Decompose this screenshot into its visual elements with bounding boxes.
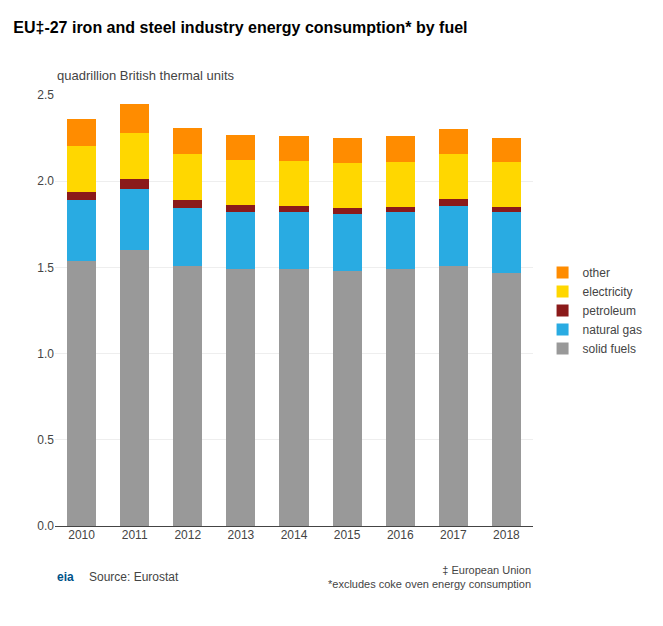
svg-text:1.0: 1.0 [37,347,54,361]
svg-text:0.0: 0.0 [37,519,54,533]
svg-text:other: other [583,266,610,280]
svg-text:2013: 2013 [228,528,255,542]
svg-text:electricity: electricity [583,285,633,299]
svg-text:‡ European Union*excludes coke: ‡ European Union*excludes coke oven ener… [328,564,531,590]
svg-text:quadrillion British thermal un: quadrillion British thermal units [57,68,235,83]
svg-text:2015: 2015 [334,528,361,542]
svg-text:2.5: 2.5 [37,88,54,102]
svg-text:1.5: 1.5 [37,261,54,275]
svg-text:2014: 2014 [281,528,308,542]
svg-text:2010: 2010 [68,528,95,542]
svg-text:2012: 2012 [174,528,201,542]
svg-text:EU‡-27 iron and steel industry: EU‡-27 iron and steel industry energy co… [13,19,467,36]
svg-text:2018: 2018 [493,528,520,542]
svg-text:solid fuels: solid fuels [583,342,636,356]
svg-text:Source: Eurostat: Source: Eurostat [89,570,179,584]
svg-text:2017: 2017 [440,528,467,542]
svg-text:2011: 2011 [122,528,148,542]
svg-text:petroleum: petroleum [583,304,636,318]
svg-text:natural gas: natural gas [583,323,642,337]
svg-text:2016: 2016 [387,528,414,542]
svg-text:0.5: 0.5 [37,433,54,447]
svg-text:2.0: 2.0 [37,174,54,188]
svg-text:eia: eia [57,570,74,584]
